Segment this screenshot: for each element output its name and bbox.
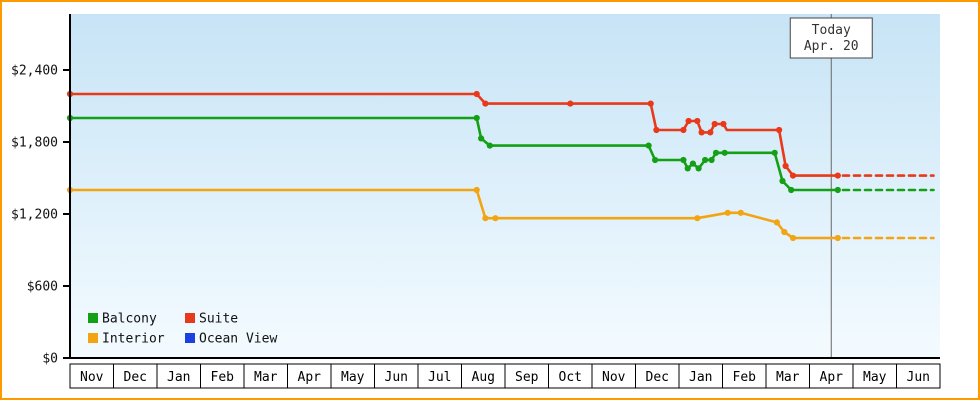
data-point-balcony [645, 142, 652, 149]
plot-area [70, 14, 940, 358]
data-point-suite [707, 129, 714, 136]
x-axis-month-label: Oct [559, 370, 582, 385]
x-axis-month-label: Jun [907, 370, 930, 385]
x-axis-month-label: Feb [211, 370, 235, 385]
x-axis-month-label: Aug [472, 370, 495, 385]
x-axis-month-label: Feb [733, 370, 757, 385]
data-point-balcony [788, 186, 795, 194]
x-axis-month-label: Nov [80, 370, 104, 385]
data-point-balcony [478, 135, 485, 142]
data-point-suite [647, 100, 654, 107]
y-tick-label: $1,800 [11, 136, 58, 151]
data-point-balcony [473, 114, 480, 122]
data-point-interior [737, 209, 744, 216]
x-axis-month-label: Jun [385, 370, 408, 385]
data-point-suite [834, 172, 841, 179]
x-axis-month-label: Dec [124, 370, 147, 385]
x-axis-month-label: Jul [428, 370, 451, 385]
month-cell [200, 363, 245, 389]
x-axis-month-label: Nov [602, 370, 626, 385]
data-point-balcony [834, 186, 841, 194]
x-axis-month-label: May [863, 370, 887, 385]
data-point-balcony [695, 165, 702, 172]
data-point-balcony [712, 149, 720, 156]
month-cell [548, 363, 593, 389]
month-cell [722, 363, 767, 389]
month-cell [113, 363, 158, 389]
data-point-suite [720, 120, 727, 128]
x-axis-month-label: Apr [820, 370, 844, 385]
data-point-interior [834, 234, 841, 242]
data-point-suite [482, 100, 489, 107]
x-axis-month-label: May [341, 370, 365, 385]
month-cell [809, 363, 854, 389]
legend-label-balcony: Balcony [102, 312, 157, 327]
data-point-interior [694, 215, 701, 222]
x-axis-month-label: Jan [689, 370, 712, 385]
x-axis-month-label: Sep [515, 370, 539, 385]
y-tick-label: $0 [42, 352, 58, 367]
data-point-interior [492, 215, 499, 222]
data-point-balcony [721, 149, 728, 156]
today-label-line2: Apr. 20 [804, 39, 859, 54]
data-point-interior [773, 219, 781, 226]
data-point-balcony [702, 156, 709, 164]
month-cell [678, 363, 723, 389]
data-point-balcony [684, 165, 691, 172]
month-cell [461, 363, 506, 389]
data-point-balcony [486, 142, 493, 149]
month-cell [765, 363, 810, 389]
data-point-suite [698, 129, 705, 136]
legend-swatch-balcony [88, 313, 98, 323]
data-point-balcony [680, 156, 687, 164]
today-label-box [789, 17, 873, 59]
data-point-interior [473, 186, 480, 194]
data-point-balcony [708, 156, 715, 164]
legend-label-suite: Suite [199, 312, 238, 327]
data-point-suite [473, 90, 480, 98]
data-point-suite [685, 117, 692, 125]
month-cell [896, 363, 941, 389]
y-tick-label: $600 [27, 280, 58, 295]
data-point-balcony [652, 156, 659, 164]
data-point-suite [711, 120, 718, 128]
data-point-balcony [771, 149, 778, 156]
y-tick-label: $2,400 [11, 64, 58, 79]
series-line-suite [68, 92, 840, 177]
data-point-suite [567, 100, 574, 107]
x-axis-month-label: Apr [298, 370, 322, 385]
x-axis-month-label: Mar [776, 370, 800, 385]
month-cell [852, 363, 897, 389]
y-tick-label: $1,200 [11, 208, 58, 223]
legend-label-interior: Interior [102, 332, 165, 347]
x-axis-month-label: Mar [254, 370, 278, 385]
legend-swatch-suite [185, 313, 195, 323]
data-point-interior [789, 234, 797, 242]
data-point-balcony [779, 177, 786, 185]
x-axis-month-label: Jan [167, 370, 190, 385]
data-point-interior [724, 209, 731, 216]
data-point-interior [781, 228, 788, 236]
legend-swatch-interior [88, 333, 98, 343]
data-point-interior [482, 215, 489, 222]
data-point-suite [653, 126, 660, 134]
month-cell [591, 363, 636, 389]
month-cell [287, 363, 332, 389]
data-point-suite [776, 126, 783, 134]
data-point-balcony [689, 160, 697, 167]
data-point-suite [680, 126, 687, 134]
data-point-suite [694, 117, 701, 125]
x-axis-month-label: Dec [646, 370, 669, 385]
legend-swatch-ocean-view [185, 333, 195, 343]
today-label-line1: Today [812, 23, 851, 38]
legend-label-ocean-view: Ocean View [199, 332, 277, 347]
data-point-suite [782, 162, 789, 170]
month-cell [374, 363, 419, 389]
data-point-suite [789, 172, 797, 179]
